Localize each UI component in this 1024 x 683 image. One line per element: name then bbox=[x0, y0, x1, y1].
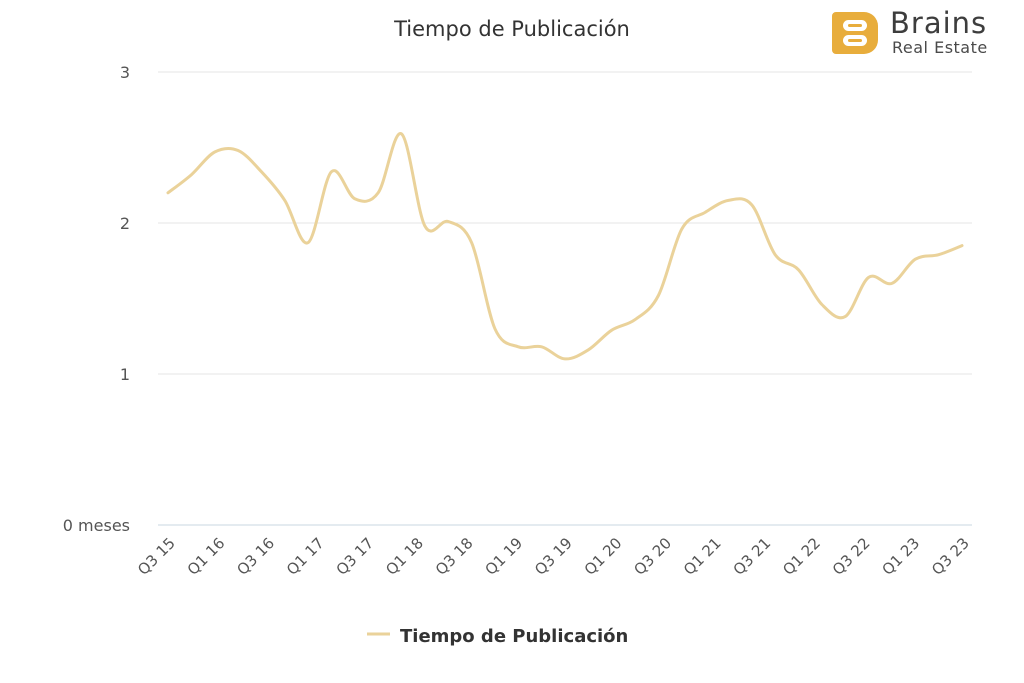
x-tick-label: Q3 19 bbox=[531, 534, 576, 579]
x-tick-label: Q3 18 bbox=[432, 534, 477, 579]
x-tick-label: Q1 17 bbox=[283, 534, 328, 579]
legend-label[interactable]: Tiempo de Publicación bbox=[400, 626, 628, 647]
brains-logo: Brains Real Estate bbox=[832, 6, 1017, 60]
x-tick-label: Q1 20 bbox=[581, 534, 626, 579]
series-line[interactable] bbox=[166, 132, 964, 361]
x-tick-label: Q3 20 bbox=[630, 534, 675, 579]
x-tick-label: Q3 17 bbox=[333, 534, 378, 579]
x-tick-label: Q3 21 bbox=[730, 534, 775, 579]
x-tick-label: Q1 16 bbox=[184, 534, 229, 579]
y-tick-label: 0 meses bbox=[63, 516, 130, 535]
brains-logo-icon bbox=[832, 12, 878, 54]
x-tick-label: Q1 22 bbox=[779, 534, 824, 579]
x-tick-label: Q3 15 bbox=[134, 534, 179, 579]
x-tick-label: Q3 16 bbox=[233, 534, 278, 579]
x-tick-label: Q1 21 bbox=[680, 534, 725, 579]
y-tick-label: 1 bbox=[120, 365, 130, 384]
x-tick-label: Q1 19 bbox=[482, 534, 527, 579]
x-tick-label: Q3 22 bbox=[829, 534, 874, 579]
x-tick-label: Q1 18 bbox=[382, 534, 427, 579]
x-tick-label: Q1 23 bbox=[879, 534, 924, 579]
logo-brand-text: Brains bbox=[890, 6, 988, 40]
chart-title: Tiempo de Publicación bbox=[393, 17, 630, 41]
y-tick-label: 2 bbox=[120, 214, 130, 233]
y-tick-label: 3 bbox=[120, 63, 130, 82]
logo-subtitle: Real Estate bbox=[892, 38, 988, 57]
x-tick-label: Q3 23 bbox=[928, 534, 973, 579]
